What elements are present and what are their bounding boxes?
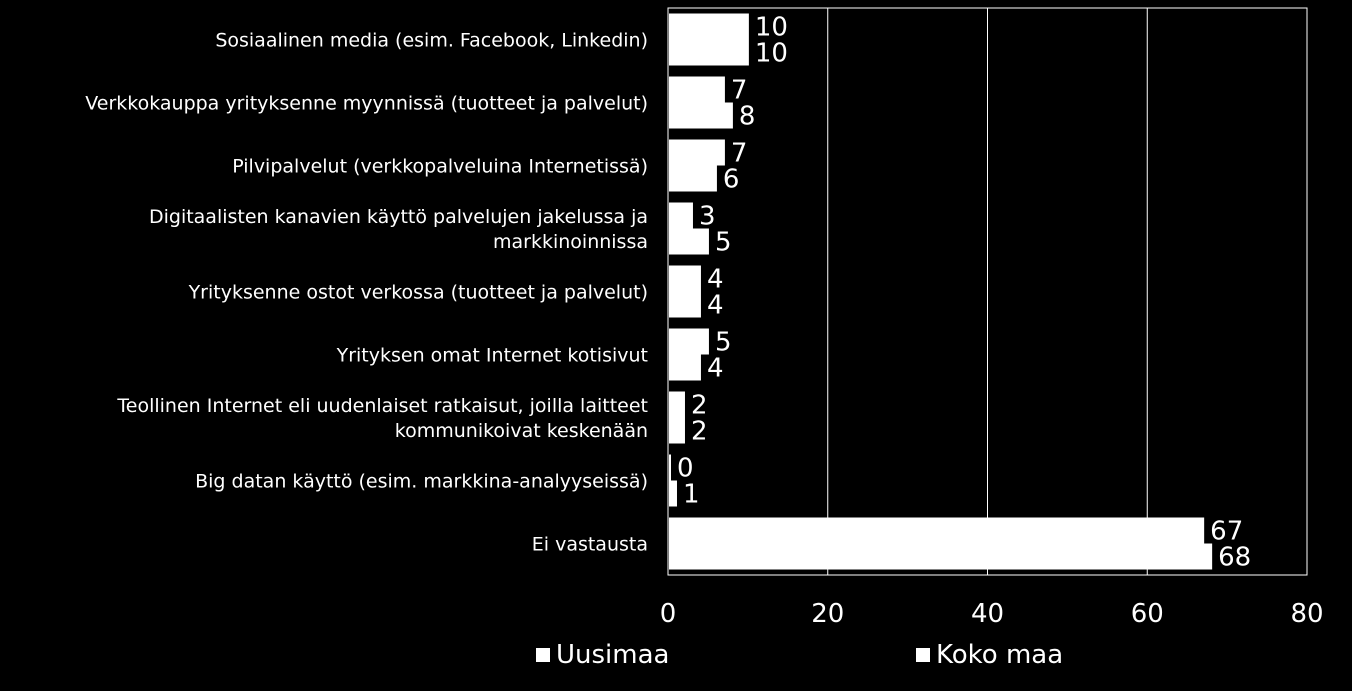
data-label-koko-maa-4: 4 xyxy=(707,291,724,321)
data-label-koko-maa-1: 8 xyxy=(739,102,756,132)
bar-uusimaa-5 xyxy=(669,328,709,355)
legend: Uusimaa Koko maa xyxy=(0,640,1352,676)
data-label-uusimaa-2: 7 xyxy=(731,139,748,169)
data-label-koko-maa-0: 10 xyxy=(755,39,788,69)
bar-koko-maa-6 xyxy=(669,417,685,444)
data-label-uusimaa-7: 0 xyxy=(677,454,694,484)
legend-label-uusimaa: Uusimaa xyxy=(556,640,670,670)
bar-uusimaa-8 xyxy=(669,517,1205,544)
bar-uusimaa-2 xyxy=(669,139,725,166)
bar-uusimaa-7 xyxy=(669,454,671,481)
legend-label-koko-maa: Koko maa xyxy=(936,640,1064,670)
bar-koko-maa-2 xyxy=(669,165,717,192)
bar-uusimaa-3 xyxy=(669,202,693,229)
category-label-5: Yrityksen omat Internet kotisivut xyxy=(336,345,648,367)
data-label-uusimaa-4: 4 xyxy=(707,265,724,295)
category-label-3-line-0: Digitaalisten kanavien käyttö palvelujen… xyxy=(149,206,648,228)
data-label-uusimaa-1: 7 xyxy=(731,76,748,106)
legend-swatch-koko-maa xyxy=(916,648,930,662)
x-tick-label-2: 40 xyxy=(971,599,1004,629)
data-label-koko-maa-8: 68 xyxy=(1218,543,1251,573)
category-label-4: Yrityksenne ostot verkossa (tuotteet ja … xyxy=(188,282,648,304)
category-label-2: Pilvipalvelut (verkkopalveluina Internet… xyxy=(232,156,648,178)
data-label-koko-maa-5: 4 xyxy=(707,354,724,384)
category-label-6-line-1: kommunikoivat keskenään xyxy=(395,420,648,442)
x-tick-label-0: 0 xyxy=(660,599,677,629)
bar-koko-maa-0 xyxy=(669,39,749,66)
data-label-koko-maa-7: 1 xyxy=(683,480,700,510)
bar-uusimaa-1 xyxy=(669,76,725,103)
data-label-koko-maa-2: 6 xyxy=(723,165,740,195)
x-tick-label-1: 20 xyxy=(811,599,844,629)
bar-koko-maa-7 xyxy=(669,480,677,507)
data-label-uusimaa-6: 2 xyxy=(691,391,708,421)
bar-koko-maa-8 xyxy=(669,543,1213,570)
data-label-uusimaa-8: 67 xyxy=(1210,517,1243,547)
bar-koko-maa-3 xyxy=(669,228,709,255)
category-label-7: Big datan käyttö (esim. markkina-analyys… xyxy=(195,471,648,493)
x-tick-label-4: 80 xyxy=(1290,599,1323,629)
bar-uusimaa-0 xyxy=(669,13,749,40)
data-label-uusimaa-5: 5 xyxy=(715,328,732,358)
category-label-0: Sosiaalinen media (esim. Facebook, Linke… xyxy=(215,30,648,52)
bar-koko-maa-1 xyxy=(669,102,733,129)
data-label-koko-maa-3: 5 xyxy=(715,228,732,258)
bar-uusimaa-6 xyxy=(669,391,685,418)
legend-item-uusimaa: Uusimaa xyxy=(536,640,669,670)
bar-uusimaa-4 xyxy=(669,265,701,292)
x-tick-label-3: 60 xyxy=(1131,599,1164,629)
category-label-3-line-1: markkinoinnissa xyxy=(493,231,648,253)
category-label-1: Verkkokauppa yrityksenne myynnissä (tuot… xyxy=(85,93,648,115)
data-label-koko-maa-6: 2 xyxy=(691,417,708,447)
legend-item-koko-maa: Koko maa xyxy=(916,640,1063,670)
data-label-uusimaa-0: 10 xyxy=(755,13,788,43)
plot-frame xyxy=(667,7,1308,576)
bar-koko-maa-5 xyxy=(669,354,701,381)
category-label-6-line-0: Teollinen Internet eli uudenlaiset ratka… xyxy=(116,395,648,417)
bar-koko-maa-4 xyxy=(669,291,701,318)
data-label-uusimaa-3: 3 xyxy=(699,202,716,232)
legend-swatch-uusimaa xyxy=(536,648,550,662)
category-label-8: Ei vastausta xyxy=(532,534,648,556)
